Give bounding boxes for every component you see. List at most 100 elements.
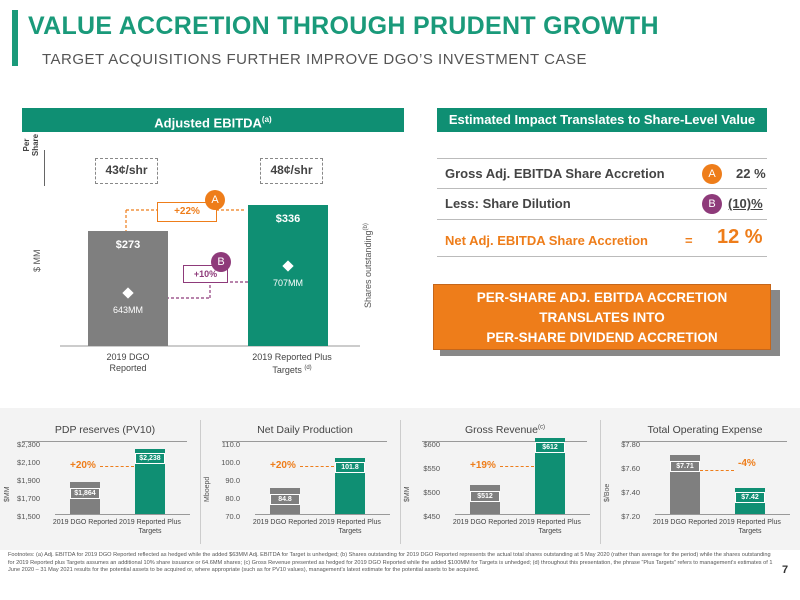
marker-a-icon: A (205, 190, 225, 210)
kpi-bar-label: $1,864 (70, 488, 100, 500)
title-accent-bar (12, 10, 18, 66)
kpi-title-rule (622, 441, 787, 442)
kpi-category: 2019 DGO Reported (452, 519, 518, 526)
kpi-bar-label: $7.42 (735, 492, 765, 504)
kpi-bar (670, 454, 700, 514)
kpi-baseline (455, 514, 590, 515)
kpi-ytick: 90.0 (225, 476, 240, 485)
per-share-value-dgo: 43¢/shr (105, 163, 148, 177)
per-share-box-targets: 48¢/shr (260, 158, 323, 184)
kpi-ytick: 110.0 (221, 440, 240, 449)
page-title: VALUE ACCRETION THROUGH PRUDENT GROWTH (28, 12, 659, 40)
kpi-title-rule (222, 441, 387, 442)
per-share-value-targets: 48¢/shr (270, 163, 313, 177)
kpi-change-line (100, 466, 134, 467)
kpi-bar (335, 458, 365, 514)
kpi-change: -4% (738, 458, 756, 469)
kpi-ytick: 100.0 (221, 458, 240, 467)
shares-value-label: 643MM (112, 305, 143, 315)
ebitda-title-footnote: (a) (261, 115, 272, 124)
page-number: 7 (782, 564, 789, 576)
kpi-ytick: $7.60 (621, 464, 640, 473)
impact-row-gross-label: Gross Adj. EBITDA Share Accretion (445, 166, 665, 181)
kpi-bar-label: $512 (470, 491, 500, 503)
callout-line-1: PER-SHARE ADJ. EBITDA ACCRETION (476, 290, 728, 305)
kpi-title: PDP reserves (PV10) (54, 424, 156, 436)
ebitda-yaxis-label: $ MM (32, 249, 42, 273)
kpi-bar-label: $612 (535, 442, 565, 454)
kpi-change: +20% (270, 460, 296, 471)
marker-b-icon: B (211, 252, 231, 272)
impact-row-net-label: Net Adj. EBITDA Share Accretion (445, 233, 648, 248)
kpi-bar (535, 438, 565, 514)
impact-divider-bottom (437, 256, 767, 257)
impact-marker-a-icon: A (702, 164, 722, 184)
kpi-ytick: $500 (423, 488, 440, 497)
kpi-category: 2019 Reported Plus Targets (319, 519, 381, 535)
ebitda-category-targets: 2019 Reported Plus Targets (d) (252, 352, 332, 375)
impact-divider-1 (437, 188, 767, 189)
kpi-category: 2019 Reported Plus Targets (119, 519, 181, 535)
shares-value-label: 707MM (272, 278, 303, 288)
kpi-change: +20% (70, 460, 96, 471)
kpi-ytick: $600 (423, 440, 440, 449)
kpi-ytick: $2,100 (17, 458, 40, 467)
per-share-box-dgo: 43¢/shr (95, 158, 158, 184)
kpi-category: 2019 Reported Plus Targets (519, 519, 581, 535)
kpi-category: 2019 Reported Plus Targets (719, 519, 781, 535)
kpi-category: 2019 DGO Reported (652, 519, 718, 526)
callout-line-3: PER-SHARE DIVIDEND ACCRETION (486, 330, 718, 345)
change-box-a: +22% (157, 202, 217, 222)
kpi-bar (135, 449, 165, 514)
change-label-b: +10% (193, 269, 218, 279)
kpi-bar (470, 485, 500, 514)
kpi-bar-label: 84.8 (270, 494, 300, 506)
ebitda-value-label: $336 (275, 212, 301, 225)
kpi-ytick: $7.40 (621, 488, 640, 497)
kpi-ytick: $1,900 (17, 476, 40, 485)
kpi-title-rule (422, 441, 587, 442)
kpi-bar-label: $7.71 (670, 460, 700, 472)
kpi-category: 2019 DGO Reported (252, 519, 318, 526)
kpi-baseline (55, 514, 190, 515)
kpi-divider (600, 420, 601, 544)
kpi-ytick: $7.80 (621, 440, 640, 449)
kpi-change-line (700, 470, 734, 471)
kpi-change: +19% (470, 460, 496, 471)
impact-row-net-eq: = (685, 233, 693, 248)
kpi-title: Gross Revenue(c) (465, 424, 545, 436)
kpi-baseline (255, 514, 390, 515)
kpi-ytick: 80.0 (225, 494, 240, 503)
kpi-ytick: $1,500 (17, 512, 40, 521)
kpi-ytick: $450 (423, 512, 440, 521)
footnotes: Footnotes: (a) Adj. EBITDA for 2019 DGO … (8, 552, 773, 573)
kpi-ytick: $550 (423, 464, 440, 473)
kpi-bar-label: $2,238 (135, 453, 165, 465)
kpi-bar (70, 482, 100, 514)
kpi-title: Net Daily Production (257, 424, 353, 436)
kpi-ytick: $7.20 (621, 512, 640, 521)
per-share-label: Per Share (22, 133, 40, 157)
callout-box: PER-SHARE ADJ. EBITDA ACCRETION TRANSLAT… (433, 284, 771, 350)
page-subtitle: TARGET ACQUISITIONS FURTHER IMPROVE DGO’… (42, 51, 587, 68)
ebitda-panel-title: Adjusted EBITDA (154, 115, 262, 131)
callout-line-2: TRANSLATES INTO (539, 310, 665, 325)
impact-row-gross-value: 22 % (736, 166, 766, 181)
kpi-category: 2019 DGO Reported (52, 519, 118, 526)
kpi-title: Total Operating Expense (647, 424, 763, 436)
impact-panel-header: Estimated Impact Translates to Share-Lev… (437, 108, 767, 132)
per-share-divider (44, 150, 45, 186)
kpi-title-rule (22, 441, 187, 442)
ebitda-panel-header: Adjusted EBITDA(a) (22, 108, 404, 132)
ebitda-bar-targets (248, 204, 328, 346)
ebitda-value-label: $273 (115, 239, 141, 252)
kpi-ytick: $1,700 (17, 494, 40, 503)
impact-divider-top (437, 158, 767, 159)
kpi-divider (200, 420, 201, 544)
ebitda-category-dgo: 2019 DGO Reported (106, 352, 150, 373)
impact-divider-2 (437, 219, 767, 220)
impact-marker-b-icon: B (702, 194, 722, 214)
impact-row-dilution-label: Less: Share Dilution (445, 196, 571, 211)
kpi-change-line (500, 466, 534, 467)
kpi-change-line (300, 466, 334, 467)
